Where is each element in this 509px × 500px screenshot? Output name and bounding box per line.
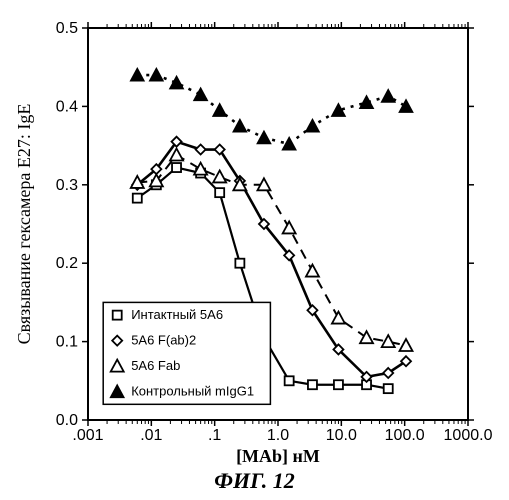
svg-text:5A6 Fab: 5A6 Fab [131,358,180,373]
svg-text:0.5: 0.5 [56,20,78,37]
svg-text:5A6 F(ab)2: 5A6 F(ab)2 [131,333,196,348]
svg-text:0.1: 0.1 [56,334,78,351]
svg-text:Интактный 5A6: Интактный 5A6 [131,307,223,322]
svg-text:0.4: 0.4 [56,98,78,115]
svg-text:10.0: 10.0 [326,427,357,444]
svg-text:.001: .001 [72,427,103,444]
svg-text:0.2: 0.2 [56,255,78,272]
svg-text:[MAb] нМ: [MAb] нМ [236,446,320,466]
chart-svg: 0.00.10.20.30.40.5.001.01.11.010.0100.01… [0,0,509,470]
svg-text:Контрольный mIgG1: Контрольный mIgG1 [131,384,254,399]
figure-caption: ФИГ. 12 [0,468,509,494]
svg-text:.1: .1 [208,427,221,444]
svg-text:0.3: 0.3 [56,177,78,194]
svg-text:.01: .01 [140,427,162,444]
svg-text:100.0: 100.0 [385,427,425,444]
svg-text:Связывание гексамера E27: IgE: Связывание гексамера E27: IgE [14,104,34,345]
svg-text:1000.0: 1000.0 [444,427,493,444]
svg-text:1.0: 1.0 [267,427,289,444]
figure-container: 0.00.10.20.30.40.5.001.01.11.010.0100.01… [0,0,509,500]
